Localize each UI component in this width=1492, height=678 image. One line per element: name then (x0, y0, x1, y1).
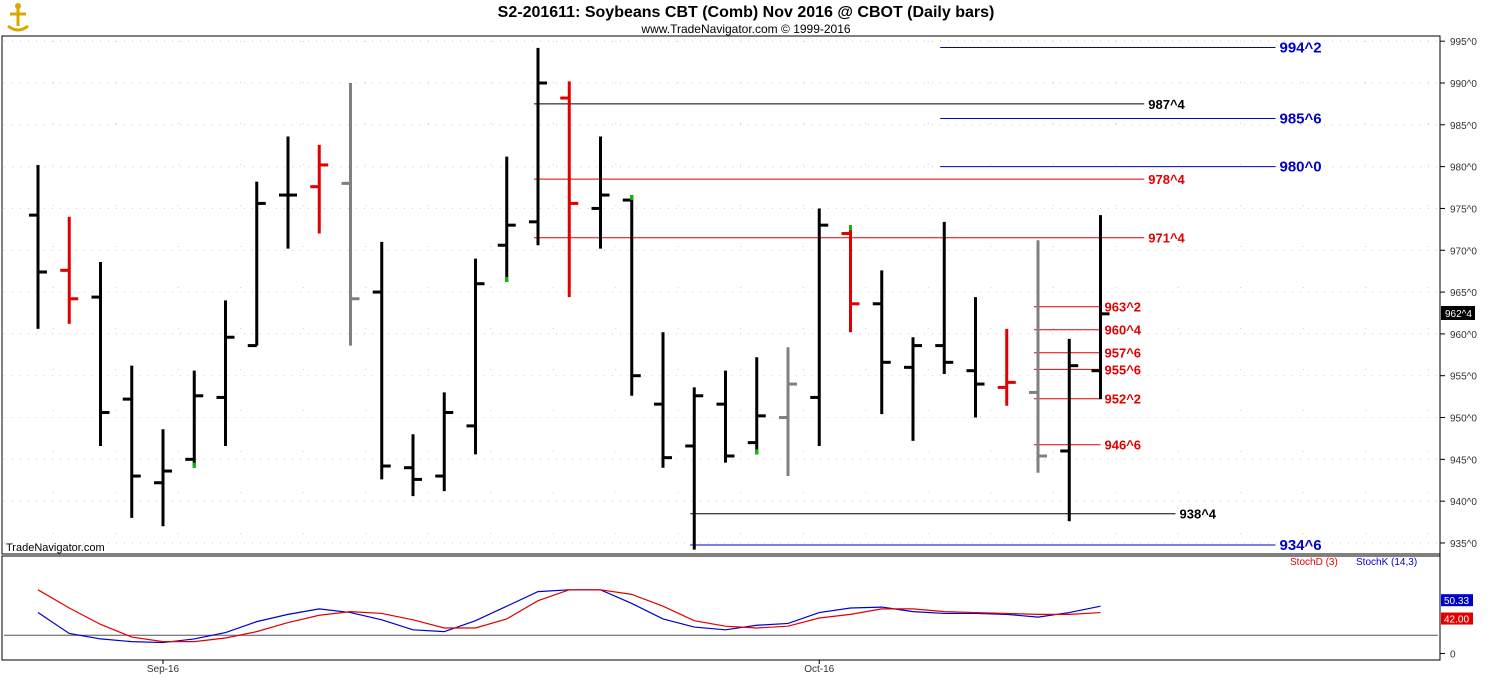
last-price-label: 962^4 (1445, 309, 1472, 320)
stoch-line (37, 589, 1101, 643)
trade-navigator-logo (2, 2, 34, 34)
price-tick-label: 990^0 (1450, 79, 1477, 90)
level-label: 987^4 (1148, 97, 1185, 112)
price-tick-label: 955^0 (1450, 372, 1477, 383)
level-label: 946^6 (1105, 438, 1142, 453)
chart-title: S2-201611: Soybeans CBT (Comb) Nov 2016 … (498, 4, 995, 21)
price-tick-label: 950^0 (1450, 414, 1477, 425)
level-label: 955^6 (1105, 362, 1142, 377)
stoch-legend-item: StochD (3) (1290, 557, 1338, 568)
level-label: 934^6 (1280, 537, 1322, 554)
price-bars (29, 47, 1110, 550)
level-label: 994^2 (1280, 39, 1322, 56)
price-tick-label: 940^0 (1450, 497, 1477, 508)
level-label: 938^4 (1180, 507, 1217, 522)
date-tick-label: Oct-16 (804, 664, 834, 675)
price-levels: 994^2 987^4 985^6 980^0 978^4 971^4 963^2 960^4… (534, 39, 1322, 554)
price-tick-label: 970^0 (1450, 246, 1477, 257)
level-label: 957^6 (1105, 346, 1142, 361)
price-tick-label: 995^0 (1450, 37, 1477, 48)
price-axis: 995^0 990^0 985^0 980^0 975^0 970^0 965^0 960^0… (1440, 37, 1477, 550)
level-label: 952^2 (1105, 392, 1142, 407)
grid (4, 40, 1438, 551)
stoch-value-box (1441, 612, 1473, 625)
level-label: 971^4 (1148, 231, 1185, 246)
price-tick-label: 975^0 (1450, 204, 1477, 215)
level-label: 978^4 (1148, 172, 1185, 187)
level-label: 985^6 (1280, 111, 1322, 128)
stochastic-lines: 0 50.33 42.00 StochD (3) StochK (14,3) (4, 557, 1473, 660)
price-tick-label: 980^0 (1450, 163, 1477, 174)
stoch-value-label: 42.00 (1444, 615, 1469, 626)
price-tick-label: 960^0 (1450, 330, 1477, 341)
chart-subtitle: www.TradeNavigator.com © 1999-2016 (640, 22, 850, 36)
stoch-value-label: 50.33 (1444, 596, 1469, 607)
level-label: 980^0 (1280, 159, 1322, 176)
level-label: 963^2 (1105, 300, 1142, 315)
last-price-box (1441, 305, 1475, 320)
price-tick-label: 985^0 (1450, 121, 1477, 132)
stochastic-panel (1, 555, 1441, 661)
date-axis: Sep-16 Oct-16 (147, 660, 835, 675)
price-tick-label: 945^0 (1450, 455, 1477, 466)
price-tick-label: 935^0 (1450, 539, 1477, 550)
level-label: 960^4 (1105, 323, 1142, 338)
watermark: TradeNavigator.com (6, 542, 105, 554)
date-tick-label: Sep-16 (147, 664, 180, 675)
stoch-tick-label: 0 (1450, 649, 1456, 660)
stoch-legend-item: StochK (14,3) (1356, 557, 1417, 568)
stoch-value-box (1441, 594, 1473, 607)
price-panel (1, 35, 1441, 555)
price-tick-label: 965^0 (1450, 288, 1477, 299)
stoch-line (37, 589, 1101, 644)
